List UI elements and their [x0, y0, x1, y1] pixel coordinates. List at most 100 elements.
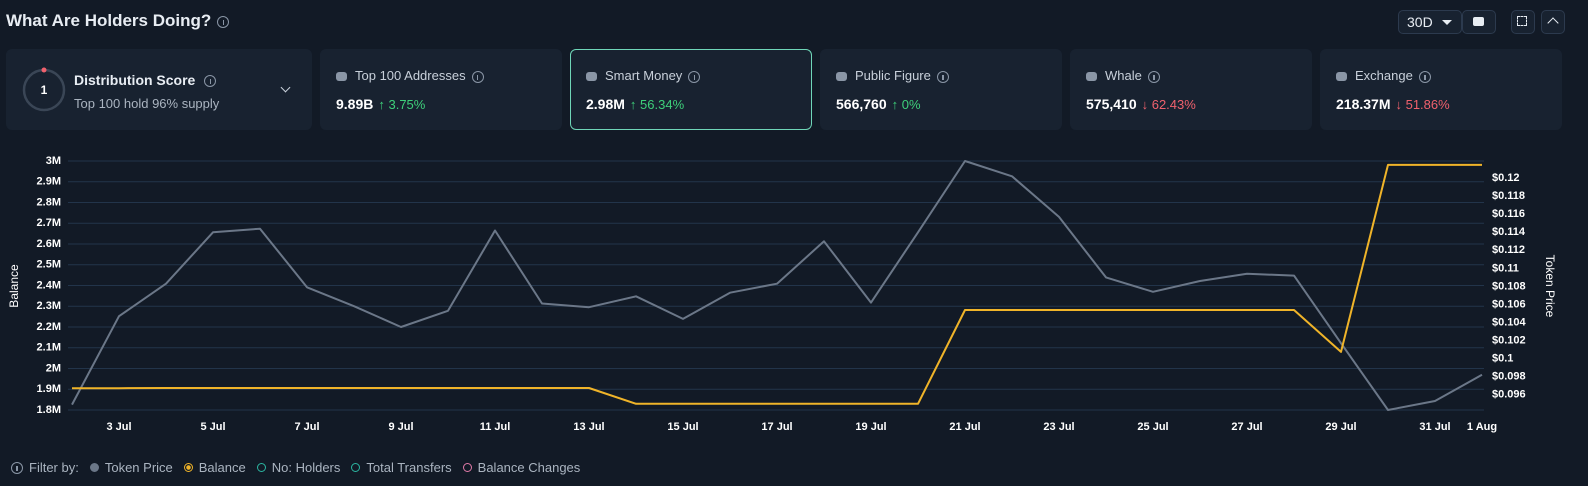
stat-card[interactable]: Smart Money 2.98M ↑ 56.34% — [570, 49, 812, 130]
chart: Balance Token Price 1.8M 1.9M 2M 2.1M 2.2M 2.… — [7, 155, 1557, 433]
x-tick-label: 31 Jul — [1419, 421, 1450, 433]
x-tick-label: 25 Jul — [1137, 421, 1168, 433]
y2-tick-label: $0.1 — [1492, 352, 1513, 364]
card-title-text: Exchange — [1355, 68, 1413, 83]
y2-tick-label: $0.108 — [1492, 280, 1526, 292]
card-value: 2.98M ↑ 56.34% — [586, 96, 684, 112]
card-value-text: 2.98M — [586, 96, 625, 112]
header: What Are Holders Doing? — [6, 11, 230, 31]
x-tick-label: 3 Jul — [106, 421, 131, 433]
stat-card[interactable]: Public Figure 566,760 ↑ 0% — [820, 49, 1062, 130]
y-axis-title: Balance — [7, 264, 21, 308]
distribution-card[interactable]: 1 Distribution Score Top 100 hold 96% su… — [6, 49, 312, 130]
card-value: 575,410 ↓ 62.43% — [1086, 96, 1196, 112]
expand-button[interactable] — [1511, 10, 1535, 34]
y-tick-label: 2.1M — [37, 342, 61, 354]
card-change: ↑ 56.34% — [629, 97, 685, 112]
filter-item[interactable]: Total Transfers — [351, 460, 452, 475]
y2-tick-label: $0.098 — [1492, 371, 1526, 383]
y-tick-label: 1.9M — [37, 383, 61, 395]
info-icon[interactable] — [217, 15, 230, 28]
card-icon — [586, 72, 597, 82]
x-tick-label: 11 Jul — [480, 421, 511, 433]
y2-axis-title: Token Price — [1543, 255, 1557, 318]
stat-card[interactable]: Top 100 Addresses 9.89B ↑ 3.75% — [320, 49, 562, 130]
ring-dot — [41, 67, 47, 73]
y2-tick-label: $0.102 — [1492, 334, 1526, 346]
filter-bar: Filter by: Token Price Balance No: Holders… — [11, 460, 580, 475]
card-title-text: Top 100 Addresses — [355, 68, 466, 83]
filter-label: Filter by: — [29, 460, 79, 475]
card-title: Exchange — [1336, 68, 1431, 83]
y2-tick-label: $0.096 — [1492, 389, 1526, 401]
y-tick-label: 2.3M — [37, 300, 61, 312]
info-icon[interactable] — [688, 70, 701, 83]
card-icon — [836, 72, 847, 82]
filter-label: Balance Changes — [477, 460, 581, 475]
card-title-text: Whale — [1105, 68, 1142, 83]
filter-marker — [256, 463, 266, 472]
info-icon[interactable] — [471, 70, 484, 83]
y-tick-label: 2.8M — [37, 196, 61, 208]
filter-marker — [462, 463, 472, 472]
y-tick-label: 2M — [46, 362, 61, 374]
info-icon[interactable] — [1147, 70, 1160, 83]
y-tick-label: 1.8M — [37, 404, 61, 416]
card-value: 566,760 ↑ 0% — [836, 96, 921, 112]
card-value-text: 218.37M — [1336, 96, 1391, 112]
legend-marker — [89, 463, 99, 472]
filter-label: Total Transfers — [366, 460, 452, 475]
x-tick-label: 19 Jul — [855, 421, 886, 433]
card-title: Smart Money — [586, 68, 701, 83]
info-icon[interactable] — [936, 70, 949, 83]
card-change: ↓ 62.43% — [1141, 97, 1196, 112]
card-change: ↑ 3.75% — [378, 97, 426, 112]
card-icon — [1086, 72, 1097, 82]
y2-tick-label: $0.104 — [1492, 316, 1527, 328]
card-value: 9.89B ↑ 3.75% — [336, 96, 425, 112]
card-title: Whale — [1086, 68, 1160, 83]
filter-item[interactable]: No: Holders — [256, 460, 341, 475]
card-change: ↑ 0% — [891, 97, 921, 112]
x-tick-label: 21 Jul — [949, 421, 980, 433]
filter-label: No: Holders — [271, 460, 341, 475]
y-tick-label: 2.9M — [37, 176, 61, 188]
legend-marker — [183, 463, 193, 472]
y2-tick-label: $0.118 — [1492, 190, 1525, 202]
calendar-icon — [1473, 17, 1484, 26]
x-tick-label: 27 Jul — [1231, 421, 1262, 433]
series-line — [72, 163, 1482, 405]
info-icon[interactable] — [1418, 70, 1431, 83]
stat-card[interactable]: Exchange 218.37M ↓ 51.86% — [1320, 49, 1562, 130]
x-tick-label: 5 Jul — [200, 421, 225, 433]
page-title: What Are Holders Doing? — [6, 11, 212, 30]
x-tick-label: 7 Jul — [294, 421, 319, 433]
range-label: 30D — [1407, 14, 1433, 30]
card-title: Public Figure — [836, 68, 949, 83]
y2-tick-label: $0.112 — [1492, 244, 1525, 256]
legend-label: Token Price — [104, 460, 173, 475]
y-tick-label: 2.7M — [37, 217, 61, 229]
card-title: Top 100 Addresses — [336, 68, 484, 83]
card-change: ↓ 51.86% — [1395, 97, 1450, 112]
card-value-text: 9.89B — [336, 96, 374, 112]
card-title-text: Public Figure — [855, 68, 931, 83]
y-tick-label: 2.5M — [37, 259, 61, 271]
x-tick-label: 29 Jul — [1325, 421, 1356, 433]
y2-tick-label: $0.114 — [1492, 226, 1526, 238]
score-ring: 1 — [22, 67, 66, 112]
expand-icon — [1517, 16, 1527, 26]
legend-item[interactable]: Balance — [183, 460, 246, 475]
filter-item[interactable]: Balance Changes — [462, 460, 581, 475]
distribution-title: Distribution Score — [74, 72, 217, 88]
collapse-button[interactable] — [1541, 10, 1565, 34]
legend-item[interactable]: Token Price — [89, 460, 173, 475]
range-select[interactable]: 30D — [1398, 10, 1462, 34]
info-icon[interactable] — [204, 75, 217, 88]
x-tick-label: 23 Jul — [1043, 421, 1074, 433]
stat-card[interactable]: Whale 575,410 ↓ 62.43% — [1070, 49, 1312, 130]
card-icon — [336, 72, 347, 82]
calendar-button[interactable] — [1462, 10, 1496, 34]
legend-label: Balance — [198, 460, 246, 475]
